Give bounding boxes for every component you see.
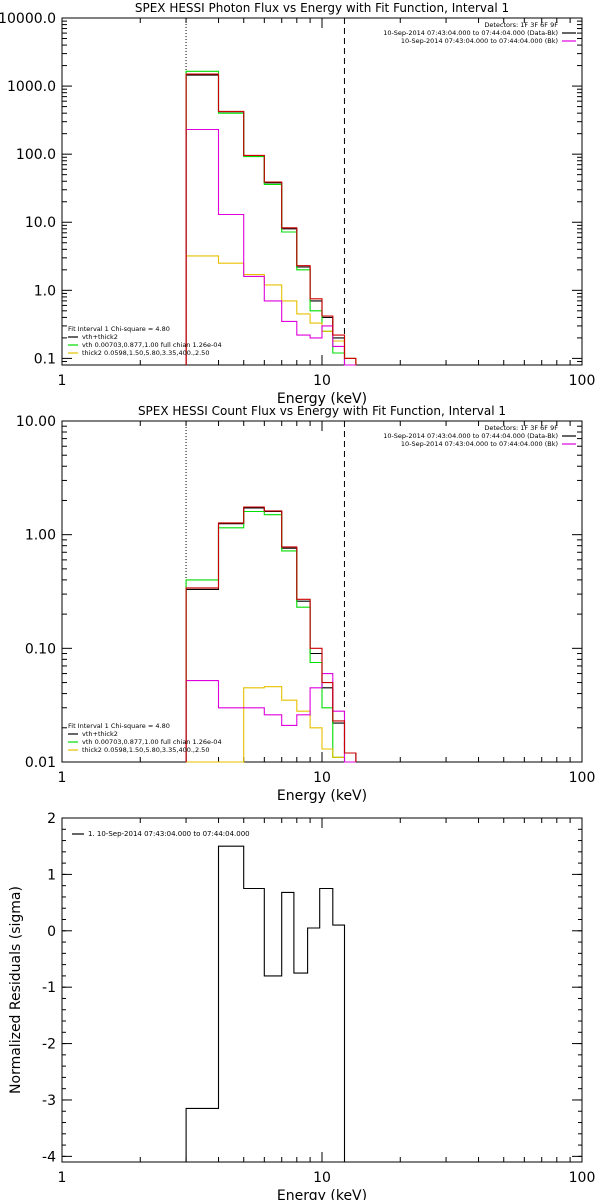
histogram-series-5	[185, 73, 357, 365]
y-tick-label: 1.00	[25, 528, 56, 544]
plot-frame	[61, 420, 583, 763]
x-tick-label: 100	[569, 373, 596, 389]
y-tick-label: -1	[42, 980, 56, 996]
y-tick-label: 2	[47, 811, 56, 827]
chart-title: SPEX HESSI Photon Flux vs Energy with Fi…	[135, 1, 509, 15]
header-text-1: Detectors: 1F 3F 6F 9F	[484, 424, 558, 432]
header-text-2: 10-Sep-2014 07:43:04.000 to 07:44:04.000…	[383, 29, 558, 37]
y-tick-label: 10.0	[25, 215, 56, 231]
x-axis-label: Energy (keV)	[277, 391, 367, 407]
fit-summary-text: Fit Interval 1 Chi-square = 4.80	[68, 722, 170, 730]
fit-legend-label: thick2 0.0598,1.50,5.80,3.35,400.,2.50	[82, 746, 209, 754]
y-tick-label: 10000.0	[0, 11, 56, 27]
x-axis-label: Energy (keV)	[277, 788, 367, 804]
plot-panel-2: SPEX HESSI Count Flux vs Energy with Fit…	[16, 404, 595, 804]
y-tick-label: 0.01	[25, 755, 56, 771]
histogram-series-1	[185, 507, 357, 762]
y-tick-label: 0	[47, 924, 56, 940]
y-tick-label: 0.10	[25, 641, 56, 657]
plot-frame	[61, 817, 583, 1163]
x-tick-label: 100	[569, 770, 596, 786]
header-text-2: 10-Sep-2014 07:43:04.000 to 07:44:04.000…	[383, 432, 558, 440]
x-tick-label: 10	[313, 770, 331, 786]
fit-legend-label: vth 0.00703,0.877,1.00 full chian 1.26e-…	[82, 738, 222, 746]
fit-summary-text: Fit Interval 1 Chi-square = 4.80	[68, 325, 170, 333]
x-tick-label: 1	[58, 1170, 67, 1186]
header-text-3: 10-Sep-2014 07:43:04.000 to 07:44:04.000…	[401, 37, 558, 45]
y-tick-label: 1000.0	[7, 79, 56, 95]
histogram-series-2	[185, 70, 356, 366]
x-tick-label: 10	[313, 1170, 331, 1186]
x-tick-label: 1	[58, 373, 67, 389]
histogram-series-3	[186, 686, 356, 763]
x-tick-label: 10	[313, 373, 331, 389]
y-tick-label: 10.00	[16, 414, 56, 430]
y-tick-label: -3	[42, 1093, 56, 1109]
fit-legend-label: vth 0.00703,0.877,1.00 full chian 1.26e-…	[82, 341, 222, 349]
fit-legend-label: vth+thick2	[82, 730, 118, 738]
x-tick-label: 100	[569, 1170, 596, 1186]
fit-legend-label: vth+thick2	[82, 333, 118, 341]
y-tick-label: -4	[42, 1149, 56, 1165]
histogram-series-4	[185, 128, 356, 366]
y-axis-label: Normalized Residuals (sigma)	[8, 886, 24, 1094]
y-tick-label: -2	[42, 1037, 56, 1053]
y-tick-label: 0.1	[34, 351, 56, 367]
y-tick-label: 100.0	[16, 147, 56, 163]
histogram-series-3	[185, 255, 357, 365]
x-tick-label: 1	[58, 770, 67, 786]
histogram-series-5	[185, 506, 357, 762]
plot-panel-1: SPEX HESSI Photon Flux vs Energy with Fi…	[0, 1, 595, 407]
header-text-3: 10-Sep-2014 07:43:04.000 to 07:44:04.000…	[401, 440, 558, 448]
histogram-series-1	[185, 74, 357, 365]
chart-title: SPEX HESSI Count Flux vs Energy with Fit…	[138, 404, 506, 418]
header-text-1: Detectors: 1F 3F 6F 9F	[484, 21, 558, 29]
histogram-series-1	[185, 845, 346, 1162]
residual-legend-label: 1. 10-Sep-2014 07:43:04.000 to 07:44:04.…	[88, 830, 250, 838]
histogram-series-2	[185, 510, 356, 763]
fit-legend-label: thick2 0.0598,1.50,5.80,3.35,400.,2.50	[82, 349, 209, 357]
y-tick-label: 1	[47, 867, 56, 883]
x-axis-label: Energy (keV)	[277, 1188, 367, 1200]
y-tick-label: 1.0	[34, 283, 56, 299]
